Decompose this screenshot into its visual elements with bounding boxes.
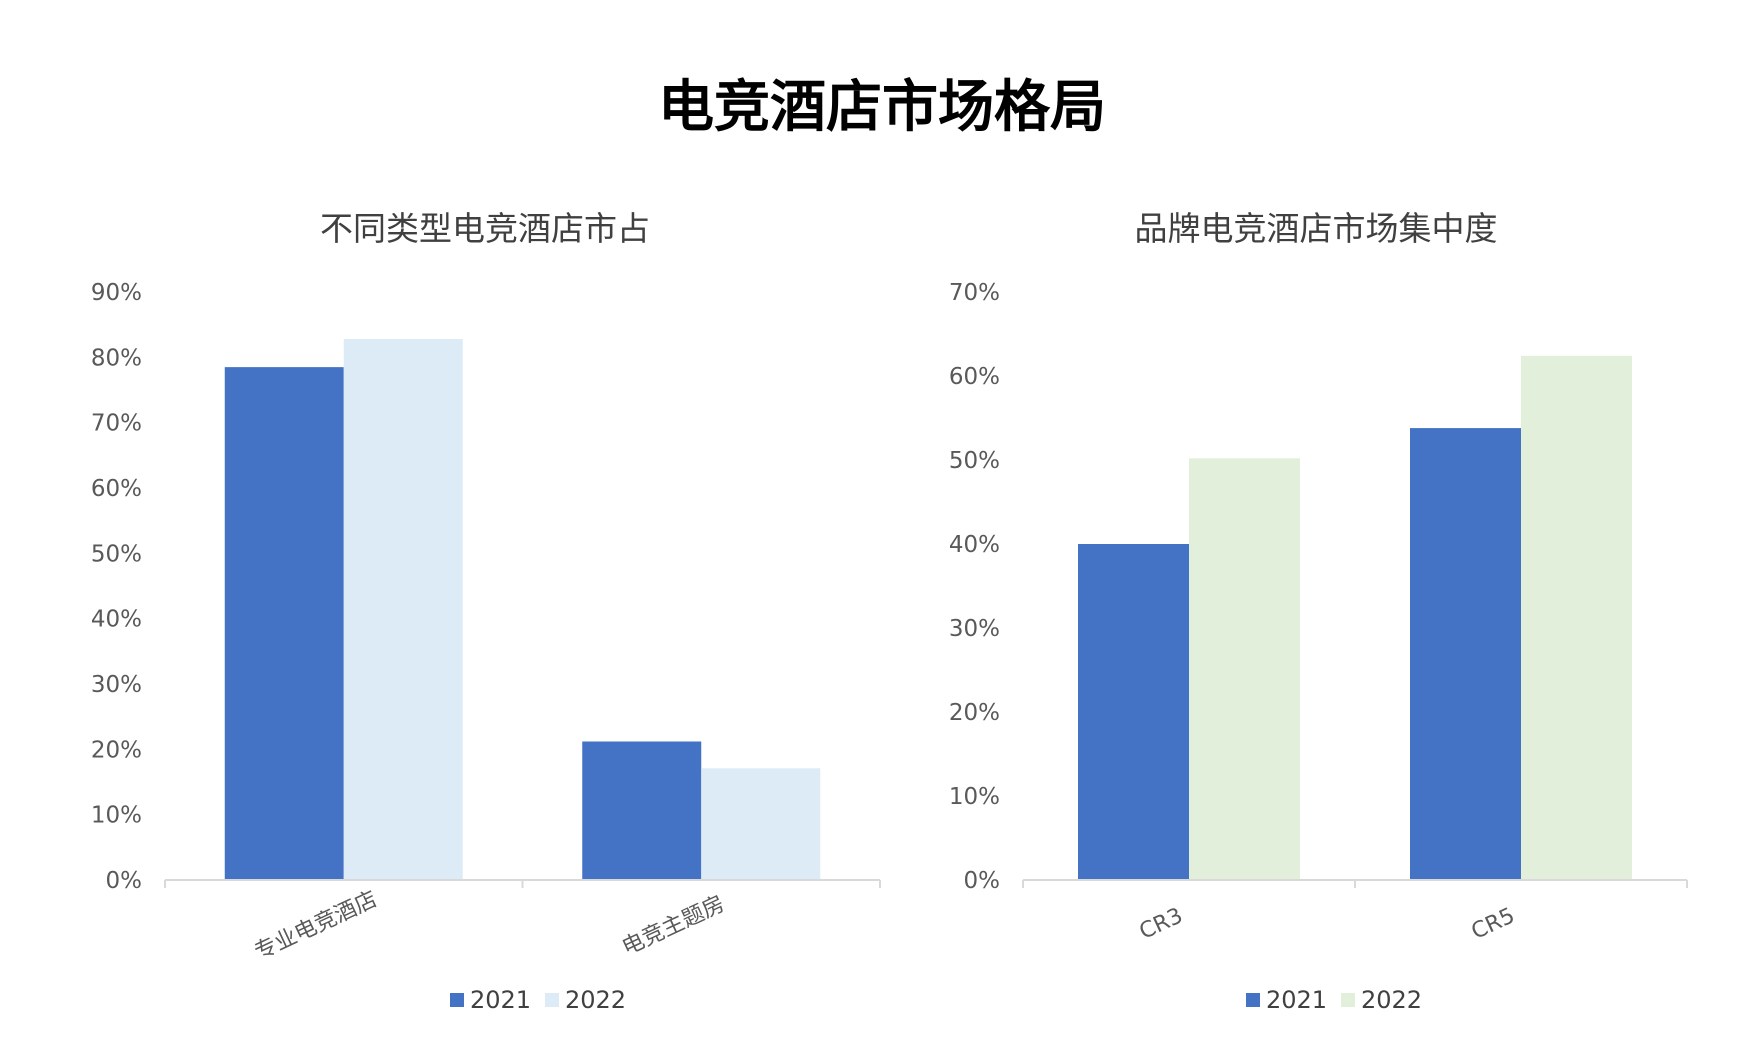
y-tick-label: 70% <box>91 411 142 437</box>
category-label: CR3 <box>1136 903 1187 945</box>
page-title: 电竞酒店市场格局 <box>658 75 1106 140</box>
legend-label-2022: 2022 <box>565 986 626 1014</box>
y-tick-label: 60% <box>91 476 142 502</box>
chart-title: 不同类型电竞酒店市占 <box>320 209 650 248</box>
bar-2022-电竞主题房 <box>701 768 821 880</box>
y-tick-label: 70% <box>949 280 1000 306</box>
legend-swatch-2022 <box>545 993 559 1007</box>
y-tick-label: 50% <box>91 541 142 567</box>
legend-label-2022: 2022 <box>1361 986 1422 1014</box>
y-tick-label: 0% <box>964 868 1001 894</box>
y-tick-label: 40% <box>949 532 1000 558</box>
legend-swatch-2022 <box>1341 993 1355 1007</box>
market-share-by-type-chart: 不同类型电竞酒店市占 0% 10% 20% 30% 40% 50% 60% 70% 80% 90% 专… <box>91 209 881 1014</box>
category-label: CR5 <box>1468 903 1519 945</box>
legend-label-2021: 2021 <box>1266 986 1327 1014</box>
chart-title: 品牌电竞酒店市场集中度 <box>1135 209 1498 248</box>
legend-label-2021: 2021 <box>470 986 531 1014</box>
y-tick-label: 10% <box>91 803 142 829</box>
bar-2021-专业电竞酒店 <box>224 367 344 881</box>
y-tick-label: 50% <box>949 448 1000 474</box>
bar-2021-CR5 <box>1410 428 1521 880</box>
y-tick-label: 80% <box>91 345 142 371</box>
y-tick-label: 20% <box>91 737 142 763</box>
y-tick-label: 30% <box>949 616 1000 642</box>
bar-2022-CR3 <box>1189 458 1300 880</box>
y-tick-label: 20% <box>949 700 1000 726</box>
y-tick-label: 60% <box>949 364 1000 390</box>
category-label: 电竞主题房 <box>618 892 728 961</box>
category-label: 专业电竞酒店 <box>251 887 381 965</box>
y-tick-label: 90% <box>91 280 142 306</box>
bar-2021-电竞主题房 <box>582 741 702 880</box>
bar-2022-CR5 <box>1521 355 1632 881</box>
y-tick-label: 10% <box>949 784 1000 810</box>
y-tick-label: 30% <box>91 672 142 698</box>
legend-swatch-2021 <box>450 993 464 1007</box>
bar-2022-专业电竞酒店 <box>343 339 463 880</box>
brand-concentration-chart: 品牌电竞酒店市场集中度 0% 10% 20% 30% 40% 50% 60% 70% CR3 CR5… <box>949 209 1688 1014</box>
legend-swatch-2021 <box>1246 993 1260 1007</box>
bar-2021-CR3 <box>1078 544 1189 880</box>
y-tick-label: 0% <box>106 868 143 894</box>
y-tick-label: 40% <box>91 607 142 633</box>
